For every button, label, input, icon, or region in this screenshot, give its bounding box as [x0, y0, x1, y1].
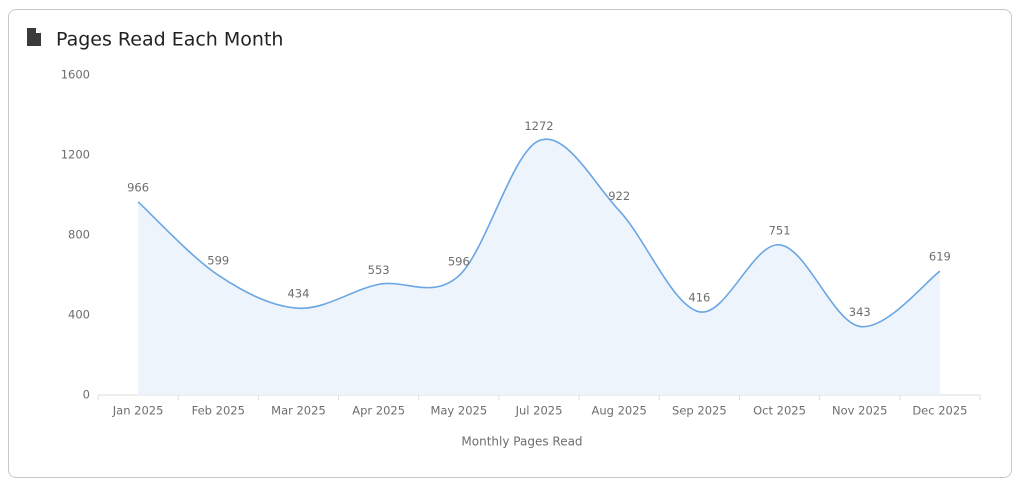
x-tick-label: Jan 2025: [112, 404, 164, 418]
card: [8, 9, 1012, 478]
data-label: 619: [929, 250, 951, 264]
data-label: 416: [688, 290, 710, 304]
area: [138, 139, 940, 395]
data-label: 751: [769, 223, 791, 237]
x-axis-title: Monthly Pages Read: [461, 435, 582, 449]
data-label: 922: [608, 189, 630, 203]
data-label: 343: [849, 305, 871, 319]
y-tick-label: 400: [68, 308, 90, 322]
data-label: 596: [448, 254, 470, 268]
document-icon: [27, 28, 41, 46]
line: [137, 138, 941, 328]
chart-title: Pages Read Each Month: [56, 29, 283, 51]
x-tick-label: Aug 2025: [591, 404, 646, 418]
x-tick-label: Sep 2025: [672, 404, 727, 418]
x-tick-label: Nov 2025: [832, 404, 887, 418]
x-tick-label: Oct 2025: [753, 404, 806, 418]
document-icon-fold: [36, 28, 41, 33]
data-label: 434: [287, 287, 309, 301]
x-tick-label: Mar 2025: [271, 404, 326, 418]
data-label: 553: [368, 263, 390, 277]
x-tick-label: Dec 2025: [912, 404, 967, 418]
x-tick-label: May 2025: [430, 404, 487, 418]
data-label: 1272: [524, 119, 553, 133]
y-tick-label: 1600: [61, 68, 90, 82]
x-tick-label: Apr 2025: [352, 404, 405, 418]
x-tick-label: Feb 2025: [192, 404, 245, 418]
data-label: 966: [127, 180, 149, 194]
y-tick-label: 0: [83, 388, 90, 402]
x-tick-label: Jul 2025: [515, 404, 563, 418]
data-label: 599: [207, 254, 229, 268]
y-tick-label: 800: [68, 228, 90, 242]
y-tick-label: 1200: [61, 148, 90, 162]
